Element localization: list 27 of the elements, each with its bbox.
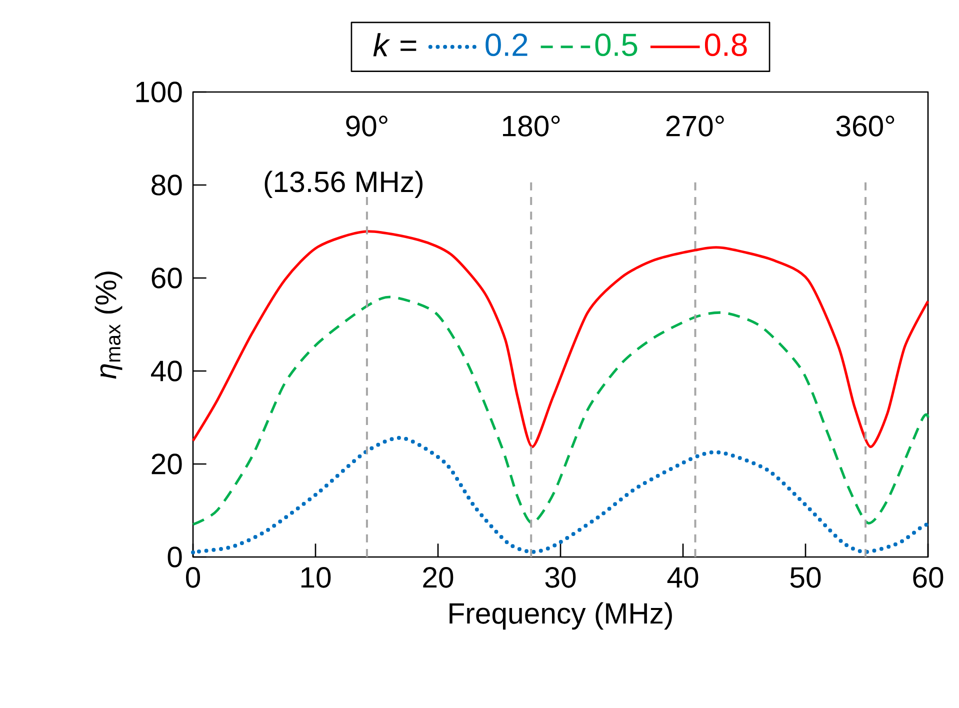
annotation: 270° <box>666 116 724 136</box>
line-series <box>191 436 930 554</box>
x-tick-label: 20 <box>423 567 454 588</box>
x-tick-label: 0 <box>186 567 200 588</box>
y-tick-label: 40 <box>151 360 182 382</box>
legend-label: 0.2 <box>486 34 528 56</box>
y-tick-label: 80 <box>152 174 182 196</box>
annotation: (13.56 MHz) <box>264 170 423 198</box>
x-tick-label: 10 <box>301 567 331 588</box>
x-tick-label: 40 <box>667 567 698 588</box>
x-axis-title: Frequency (MHz) <box>450 602 672 630</box>
x-tick-label: 60 <box>913 567 944 588</box>
y-tick-label: 60 <box>152 268 182 288</box>
legend-label: 0.5 <box>595 34 638 56</box>
annotation: 360° <box>836 116 894 136</box>
y-axis-title: η$_{max}$ (%) <box>94 272 122 379</box>
legend-title: k = <box>373 33 416 56</box>
legend-label: 0.8 <box>704 34 747 56</box>
annotation: 90° <box>346 116 388 136</box>
y-tick-label: 20 <box>152 454 182 474</box>
line-series <box>192 230 930 448</box>
y-tick-label: 0 <box>168 546 182 568</box>
x-tick-label: 30 <box>545 567 576 588</box>
x-tick-label: 50 <box>790 567 821 588</box>
annotation: 180° <box>503 116 560 136</box>
y-tick-label: 100 <box>136 82 182 102</box>
line-series <box>192 296 930 526</box>
